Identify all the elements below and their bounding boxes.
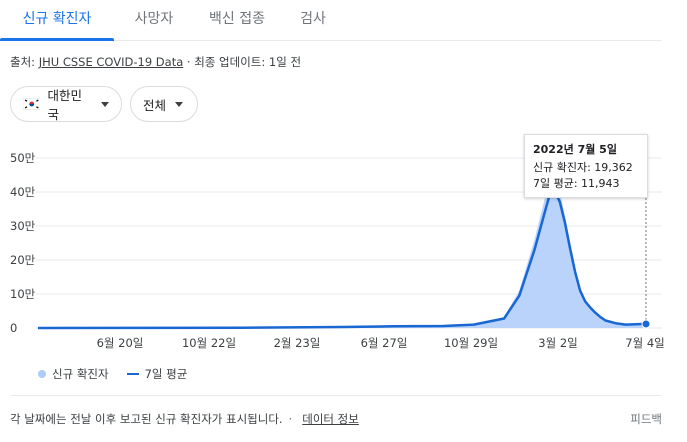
x-tick-label: 6월 27일 (361, 336, 408, 350)
footer-text: 각 날짜에는 전날 이후 보고된 신규 확진자가 표시됩니다. (10, 412, 283, 426)
tab-bar: 신규 확진자 사망자 백신 접종 검사 (0, 0, 662, 41)
chart-legend: 신규 확진자 7일 평균 (38, 366, 205, 382)
country-dropdown[interactable]: 대한민국 (10, 86, 122, 122)
last-updated: · 최종 업데이트: 1일 전 (186, 55, 302, 69)
range-label: 전체 (143, 97, 167, 113)
y-tick-label: 40만 (10, 185, 36, 199)
tooltip-average: 7일 평균: 11,943 (533, 177, 620, 190)
x-tick-label: 6월 20일 (97, 336, 144, 350)
source-line: 출처: JHU CSSE COVID-19 Data · 최종 업데이트: 1일… (10, 54, 301, 70)
x-tick-label: 10월 22일 (182, 336, 236, 350)
divider (10, 395, 662, 396)
country-label: 대한민국 (47, 88, 82, 122)
tab-new-cases[interactable]: 신규 확진자 (0, 0, 114, 41)
legend-line-icon (126, 373, 139, 375)
tab-deaths[interactable]: 사망자 (134, 11, 174, 27)
y-tick-label: 20만 (10, 253, 36, 267)
x-tick-label: 7월 4일 (625, 336, 664, 350)
x-tick-label: 10월 29일 (444, 336, 498, 350)
legend-average-label: 7일 평균 (144, 367, 188, 381)
chevron-down-icon (175, 101, 184, 107)
footer-separator: · (288, 412, 293, 426)
legend-item-average: 7일 평균 (126, 366, 188, 382)
hover-dot (641, 319, 651, 329)
tab-tests[interactable]: 검사 (300, 11, 326, 27)
cases-area (38, 176, 646, 328)
tooltip-cases: 신규 확진자: 19,362 (533, 161, 633, 174)
legend-dot-icon (38, 370, 46, 378)
y-tick-label: 10만 (10, 287, 36, 301)
legend-item-cases: 신규 확진자 (38, 366, 109, 382)
tooltip-date: 2022년 7월 5일 (533, 143, 617, 156)
tab-vaccinations[interactable]: 백신 접종 (209, 11, 265, 27)
y-tick-label: 50만 (10, 151, 36, 165)
y-tick-label: 0 (10, 321, 17, 335)
data-info-link[interactable]: 데이터 정보 (302, 412, 359, 426)
footer-note: 각 날짜에는 전날 이후 보고된 신규 확진자가 표시됩니다. · 데이터 정보 (10, 411, 359, 427)
feedback-link[interactable]: 피드백 (630, 412, 662, 426)
legend-cases-label: 신규 확진자 (52, 367, 109, 381)
source-prefix: 출처: (10, 55, 36, 69)
chevron-down-icon (101, 101, 109, 107)
y-tick-label: 30만 (10, 219, 36, 233)
x-tick-label: 2월 23일 (274, 336, 321, 350)
x-tick-label: 3월 2일 (538, 336, 577, 350)
south-korea-flag-icon (23, 98, 41, 110)
source-link[interactable]: JHU CSSE COVID-19 Data (38, 55, 184, 69)
chart-tooltip: 2022년 7월 5일 신규 확진자: 19,362 7일 평균: 11,943 (524, 134, 648, 198)
range-dropdown[interactable]: 전체 (130, 86, 198, 122)
average-line (37, 189, 647, 330)
